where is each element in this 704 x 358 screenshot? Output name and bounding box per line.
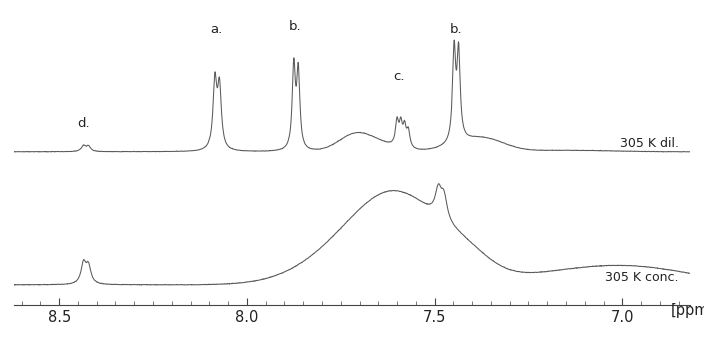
Text: d.: d. (77, 117, 90, 131)
Text: 305 K conc.: 305 K conc. (605, 271, 679, 284)
Text: 305 K dil.: 305 K dil. (620, 137, 679, 150)
Text: b.: b. (449, 23, 462, 36)
Text: c.: c. (393, 69, 405, 83)
Text: a.: a. (210, 23, 223, 36)
Text: b.: b. (289, 20, 301, 33)
Text: [ppm]: [ppm] (671, 303, 704, 318)
